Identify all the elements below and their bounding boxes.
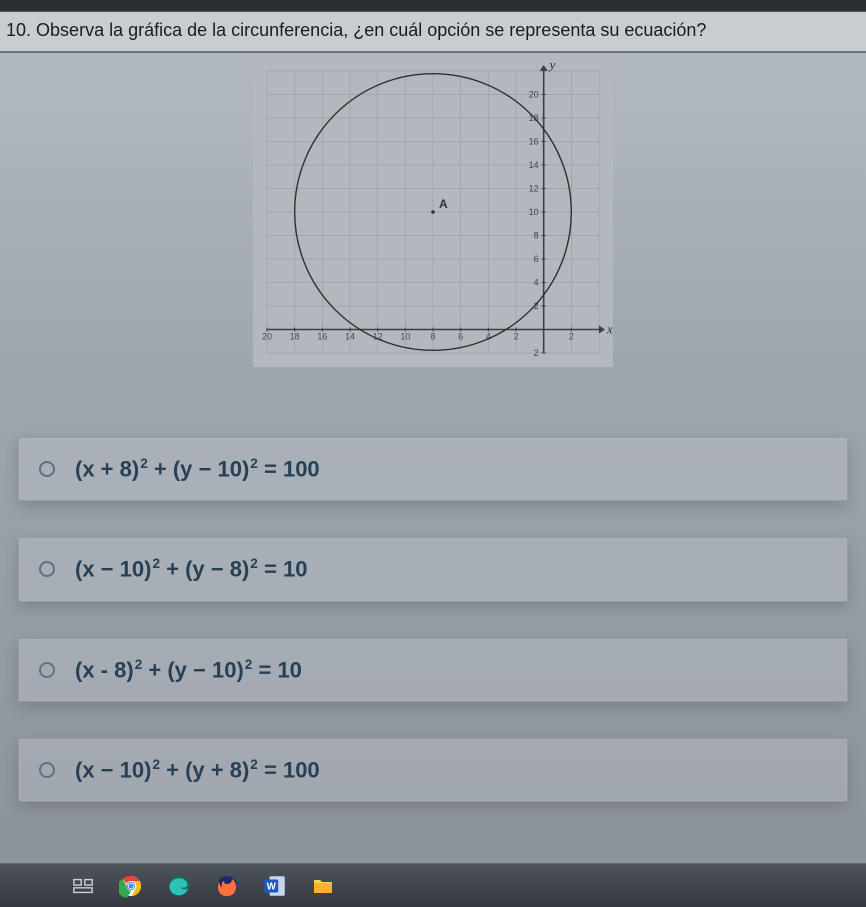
window-top-border — [0, 0, 866, 12]
svg-text:20: 20 — [262, 332, 272, 342]
svg-text:2: 2 — [513, 332, 518, 342]
svg-text:W: W — [267, 881, 277, 892]
term: (y − 10) — [167, 657, 243, 682]
task-view-icon[interactable] — [70, 873, 96, 899]
svg-text:8: 8 — [430, 332, 435, 342]
svg-text:6: 6 — [534, 254, 539, 264]
svg-text:20: 20 — [529, 90, 539, 100]
svg-text:12: 12 — [529, 184, 539, 194]
option-a-equation: (x + 8)2 + (y − 10)2 = 100 — [75, 456, 320, 482]
svg-text:6: 6 — [458, 332, 463, 342]
term: 100 — [283, 456, 320, 481]
svg-text:x: x — [606, 322, 613, 337]
svg-text:16: 16 — [317, 332, 327, 342]
option-a[interactable]: (x + 8)2 + (y − 10)2 = 100 — [18, 437, 848, 501]
term: (y + 8) — [185, 757, 249, 782]
option-b-equation: (x − 10)2 + (y − 8)2 = 10 — [75, 556, 307, 582]
chrome-icon[interactable] — [118, 873, 144, 899]
circle-graph: 2018161412108642222468101214161820Axy — [253, 57, 613, 367]
question-text: Observa la gráfica de la circunferencia,… — [36, 20, 706, 40]
answer-options: (x + 8)2 + (y − 10)2 = 100 (x − 10)2 + (… — [0, 437, 866, 802]
option-c[interactable]: (x - 8)2 + (y − 10)2 = 10 — [18, 638, 848, 702]
option-c-equation: (x - 8)2 + (y − 10)2 = 10 — [75, 657, 302, 683]
svg-text:y: y — [548, 57, 556, 72]
option-d[interactable]: (x − 10)2 + (y + 8)2 = 100 — [18, 738, 848, 802]
term: (y − 8) — [185, 557, 249, 582]
question-number: 10. — [6, 20, 31, 40]
word-icon[interactable]: W — [262, 873, 288, 899]
term: (x − 10) — [75, 757, 151, 782]
term: 100 — [283, 757, 320, 782]
term: 10 — [277, 657, 301, 682]
option-d-equation: (x − 10)2 + (y + 8)2 = 100 — [75, 757, 320, 783]
radio-icon[interactable] — [39, 561, 55, 577]
term: (y − 10) — [173, 456, 249, 481]
radio-icon[interactable] — [39, 762, 55, 778]
svg-text:2: 2 — [534, 348, 539, 358]
term: 10 — [283, 557, 307, 582]
svg-text:4: 4 — [534, 278, 539, 288]
svg-text:16: 16 — [529, 137, 539, 147]
radio-icon[interactable] — [39, 662, 55, 678]
svg-text:14: 14 — [529, 160, 539, 170]
svg-text:2: 2 — [569, 332, 574, 342]
term: (x - 8) — [75, 657, 134, 682]
svg-text:8: 8 — [534, 231, 539, 241]
file-explorer-icon[interactable] — [310, 873, 336, 899]
edge-icon[interactable] — [166, 873, 192, 899]
svg-text:A: A — [439, 197, 448, 211]
term: (x + 8) — [75, 456, 139, 481]
svg-text:10: 10 — [400, 332, 410, 342]
question-header: 10. Observa la gráfica de la circunferen… — [0, 12, 866, 53]
page-root: 10. Observa la gráfica de la circunferen… — [0, 0, 866, 907]
firefox-icon[interactable] — [214, 873, 240, 899]
svg-text:10: 10 — [529, 207, 539, 217]
svg-text:18: 18 — [290, 332, 300, 342]
svg-text:14: 14 — [345, 332, 355, 342]
option-b[interactable]: (x − 10)2 + (y − 8)2 = 10 — [18, 537, 848, 601]
taskbar[interactable]: W — [0, 863, 866, 907]
graph-container: 2018161412108642222468101214161820Axy — [0, 53, 866, 367]
term: (x − 10) — [75, 557, 151, 582]
radio-icon[interactable] — [39, 461, 55, 477]
